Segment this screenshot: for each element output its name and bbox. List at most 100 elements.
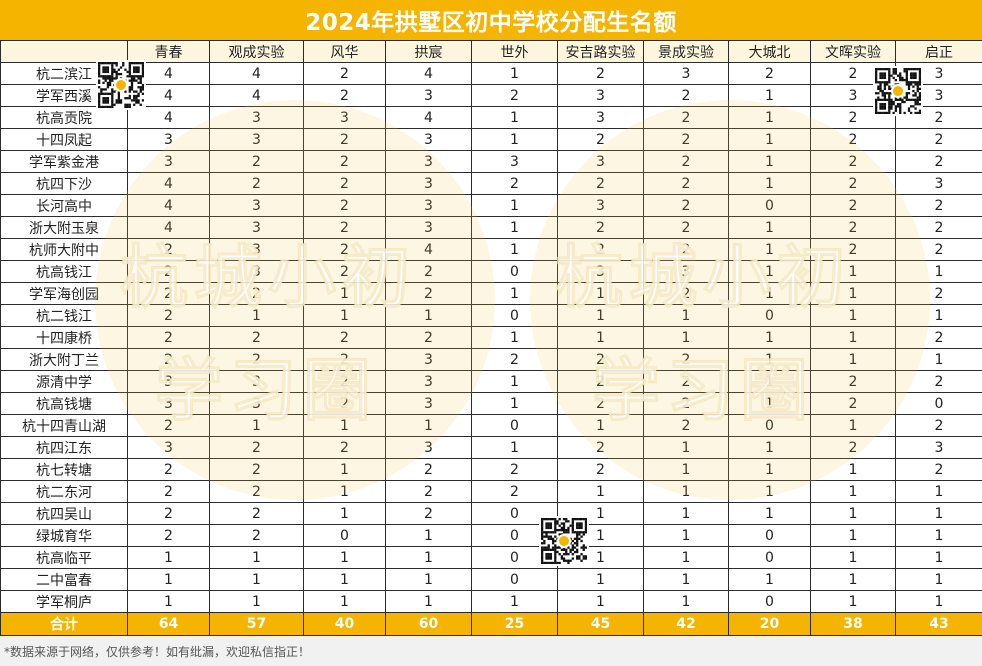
quota-cell: 3 — [385, 84, 472, 107]
table-row: 杭二滨江 4 4 2 4 1 2 3 2 2 3 — [0, 62, 982, 85]
quota-cell: 2 — [209, 458, 304, 481]
quota-cell: 1 — [728, 150, 811, 173]
quota-cell: 1 — [303, 590, 386, 613]
total-label: 合计 — [0, 612, 128, 636]
school-name: 长河高中 — [0, 194, 128, 217]
quota-cell: 2 — [303, 238, 386, 261]
quota-cell: 2 — [557, 370, 644, 393]
quota-cell: 2 — [895, 458, 982, 481]
quota-cell: 1 — [303, 282, 386, 305]
school-name: 杭四下沙 — [0, 172, 128, 195]
quota-cell: 1 — [471, 392, 558, 415]
quota-cell: 2 — [209, 524, 304, 547]
total-cell: 25 — [471, 612, 558, 636]
quota-cell: 1 — [643, 304, 729, 327]
quota-cell: 1 — [471, 436, 558, 459]
quota-cell: 1 — [728, 370, 811, 393]
quota-cell: 4 — [127, 172, 210, 195]
school-name: 杭高钱塘 — [0, 392, 128, 415]
quota-cell: 1 — [303, 502, 386, 525]
school-name: 十四凤起 — [0, 128, 128, 151]
qr-code-top-right — [873, 66, 923, 116]
quota-cell: 2 — [303, 216, 386, 239]
quota-cell: 1 — [471, 238, 558, 261]
quota-cell: 0 — [728, 414, 811, 437]
column-header: 大城北 — [728, 40, 811, 63]
table-row: 绿城育华 2 2 0 1 0 1 1 0 1 1 — [0, 524, 982, 547]
quota-cell: 0 — [471, 414, 558, 437]
quota-cell: 4 — [385, 62, 472, 85]
quota-cell: 4 — [385, 106, 472, 129]
quota-cell: 3 — [385, 150, 472, 173]
quota-cell: 2 — [209, 480, 304, 503]
quota-cell: 1 — [209, 304, 304, 327]
quota-cell: 3 — [385, 172, 472, 195]
quota-cell: 1 — [471, 370, 558, 393]
quota-cell: 1 — [728, 326, 811, 349]
quota-cell: 3 — [895, 436, 982, 459]
school-name: 杭高钱江 — [0, 260, 128, 283]
quota-cell: 2 — [209, 436, 304, 459]
school-name: 杭十四青山湖 — [0, 414, 128, 437]
quota-cell: 1 — [127, 568, 210, 591]
column-header: 文晖实验 — [810, 40, 896, 63]
quota-cell: 1 — [643, 568, 729, 591]
quota-cell: 4 — [127, 216, 210, 239]
quota-cell: 2 — [209, 150, 304, 173]
quota-cell: 1 — [385, 304, 472, 327]
quota-cell: 1 — [728, 128, 811, 151]
quota-cell: 2 — [557, 348, 644, 371]
table-row: 杭四下沙 4 2 2 3 2 2 2 1 2 3 — [0, 172, 982, 195]
quota-cell: 3 — [385, 194, 472, 217]
quota-cell: 1 — [471, 590, 558, 613]
quota-cell: 1 — [471, 216, 558, 239]
total-cell: 20 — [728, 612, 811, 636]
quota-cell: 2 — [557, 458, 644, 481]
quota-cell: 1 — [895, 502, 982, 525]
school-name: 杭二东河 — [0, 480, 128, 503]
quota-cell: 1 — [303, 546, 386, 569]
quota-cell: 1 — [209, 546, 304, 569]
quota-cell: 1 — [385, 568, 472, 591]
quota-cell: 3 — [127, 436, 210, 459]
total-cell: 42 — [643, 612, 729, 636]
quota-cell: 1 — [810, 546, 896, 569]
quota-cell: 1 — [810, 568, 896, 591]
quota-cell: 2 — [557, 62, 644, 85]
table-row: 十四康桥 2 2 2 2 1 1 1 1 1 2 — [0, 326, 982, 349]
column-header: 观成实验 — [209, 40, 304, 63]
quota-cell: 1 — [557, 304, 644, 327]
quota-cell: 3 — [385, 128, 472, 151]
quota-cell: 2 — [127, 304, 210, 327]
table-row: 杭十四青山湖 2 1 1 1 0 1 2 0 1 2 — [0, 414, 982, 437]
quota-cell: 2 — [895, 216, 982, 239]
quota-cell: 0 — [895, 392, 982, 415]
quota-cell: 1 — [303, 414, 386, 437]
total-cell: 38 — [810, 612, 896, 636]
quota-cell: 4 — [385, 238, 472, 261]
quota-cell: 2 — [643, 282, 729, 305]
quota-cell: 2 — [895, 326, 982, 349]
table-row: 杭二钱江 2 1 1 1 0 1 1 0 1 1 — [0, 304, 982, 327]
quota-cell: 1 — [810, 348, 896, 371]
quota-cell: 0 — [303, 524, 386, 547]
quota-cell: 1 — [385, 590, 472, 613]
quota-cell: 2 — [385, 480, 472, 503]
quota-cell: 3 — [209, 216, 304, 239]
quota-cell: 4 — [209, 84, 304, 107]
quota-cell: 1 — [471, 128, 558, 151]
school-name: 浙大附丁兰 — [0, 348, 128, 371]
quota-cell: 2 — [643, 370, 729, 393]
quota-cell: 2 — [127, 238, 210, 261]
column-header: 安吉路实验 — [557, 40, 644, 63]
table-row: 杭七转塘 2 2 1 2 2 2 1 1 1 2 — [0, 458, 982, 481]
quota-cell: 1 — [557, 480, 644, 503]
quota-cell: 2 — [209, 172, 304, 195]
school-name: 杭七转塘 — [0, 458, 128, 481]
quota-cell: 1 — [209, 568, 304, 591]
quota-cell: 1 — [643, 590, 729, 613]
quota-cell: 2 — [810, 238, 896, 261]
quota-cell: 1 — [728, 216, 811, 239]
school-name: 浙大附玉泉 — [0, 216, 128, 239]
table-row: 杭二东河 2 2 1 2 2 1 1 1 1 1 — [0, 480, 982, 503]
